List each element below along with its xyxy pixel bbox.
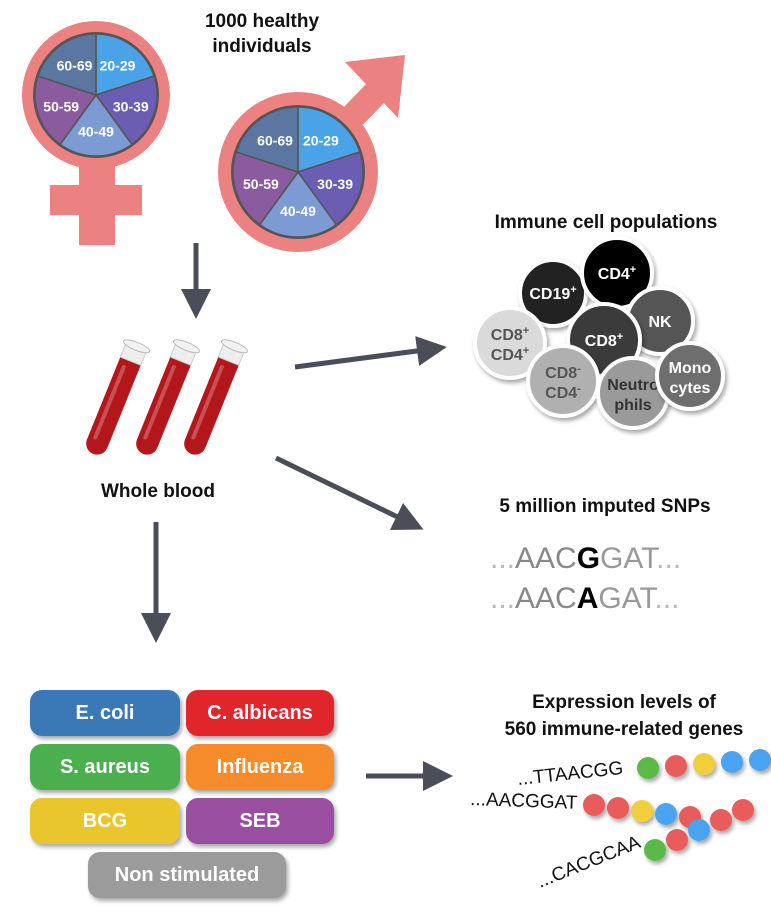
expression-bead-yellow (631, 800, 653, 822)
snp-sequence-2: ...AACAGAT... (490, 582, 680, 615)
cell-label: CD8- (545, 363, 581, 382)
pie-slice-40-49 (59, 93, 133, 157)
bead-chain-1 (637, 749, 771, 779)
age-label: 50-59 (43, 98, 79, 114)
cell-label: cytes (670, 380, 711, 397)
cohort-title-line2: individuals (212, 36, 311, 57)
expression-bead-green (637, 757, 659, 779)
cell-label: CD4+ (598, 264, 636, 283)
expression-bead-red (732, 799, 754, 821)
blood-tube-icon (136, 339, 201, 455)
cell-cd8cd4: CD8+CD4+ (473, 306, 547, 380)
flow-arrows (141, 243, 453, 791)
female-age-pie: 20-29 30-39 40-49 50-59 60-69 (34, 33, 158, 157)
cell-label: phils (614, 397, 651, 414)
expression-title-line1: Expression levels of (532, 692, 716, 713)
expression-title-line2: 560 immune-related genes (505, 719, 744, 740)
expression-bead-blue (655, 803, 677, 825)
pie-slice-50-59 (232, 150, 300, 226)
cell-nk: NK (625, 286, 695, 356)
expression-bead-red (666, 829, 688, 851)
expression-bead-yellow (693, 753, 715, 775)
stimulus-e-coli: E. coli (30, 690, 180, 736)
cell-label: CD4- (545, 383, 581, 402)
bead-chain-2 (583, 794, 701, 828)
age-label: 40-49 (78, 124, 114, 140)
expression-bead-green (644, 839, 666, 861)
snps-title: 5 million imputed SNPs (499, 496, 710, 517)
cell-label: NK (648, 314, 672, 331)
stimulus-c-albicans: C. albicans (186, 690, 334, 736)
cell-label: CD8+ (491, 325, 529, 344)
bead-chain-3 (644, 799, 754, 861)
gene-strand-1: ...TTAACGG (516, 758, 624, 790)
stimulus-non-stimulated: Non stimulated (88, 852, 286, 898)
age-label: 20-29 (303, 132, 339, 148)
blood-tube-icon (86, 339, 151, 455)
gene-strand-2: ...AACGGAT (470, 789, 578, 814)
age-label: 40-49 (280, 203, 316, 219)
expression-bead-red (710, 809, 732, 831)
cell-cd4: CD4+ (580, 236, 654, 310)
arrow-blood-to-snps (274, 455, 424, 530)
age-label: 60-69 (57, 57, 93, 73)
expression-bead-red (607, 797, 629, 819)
cell-cd19: CD19+ (518, 258, 588, 328)
blood-tubes-icon (86, 339, 249, 455)
snp-sequences: ...AACGGAT... ...AACAGAT... (490, 542, 681, 615)
age-label: 30-39 (317, 176, 353, 192)
pie-slice-20-29 (297, 106, 361, 174)
cells-title: Immune cell populations (495, 212, 718, 233)
cell-label: CD19+ (529, 284, 576, 303)
expression-bead-blue (749, 749, 771, 771)
expression-bead-red (665, 755, 687, 777)
blood-label: Whole blood (101, 481, 215, 502)
cohort-title-line1: 1000 healthy (205, 11, 319, 32)
expression-beads (583, 749, 771, 861)
stimulus-bcg: BCG (30, 798, 180, 844)
expression-bead-blue (688, 819, 710, 841)
cell-monocytes: Mono cytes (655, 341, 725, 411)
cell-cd8cd4: CD8-CD4- (526, 344, 600, 418)
blood-tube-icon (184, 339, 249, 455)
cell-label: CD8+ (585, 331, 623, 350)
pie-slice-40-49 (258, 170, 338, 238)
cell-label: Neutro (607, 377, 659, 394)
stimulus-seb: SEB (186, 798, 334, 844)
female-symbol-icon: 20-29 30-39 40-49 50-59 60-69 (22, 21, 170, 245)
pie-slice-50-59 (34, 75, 98, 146)
pie-slice-60-69 (235, 106, 299, 174)
pie-slice-30-39 (94, 75, 158, 146)
stimulus-s-aureus: S. aureus (30, 744, 180, 790)
stimulus-influenza: Influenza (186, 744, 334, 790)
expression-bead-red (583, 794, 605, 816)
age-label: 20-29 (100, 57, 136, 73)
age-label: 30-39 (113, 98, 149, 114)
arrow-blood-to-cells (294, 336, 447, 370)
pie-slice-60-69 (37, 33, 97, 97)
cell-neutrophils: Neutro phils (596, 356, 670, 430)
age-label: 60-69 (257, 132, 293, 148)
cell-label: CD4+ (491, 345, 529, 364)
pie-slice-20-29 (95, 33, 155, 97)
gene-strand-3: ...CACGCAA (534, 832, 644, 893)
snp-sequence-1: ...AACGGAT... (490, 542, 681, 575)
cell-label: Mono (669, 360, 712, 377)
expression-bead-blue (721, 751, 743, 773)
pie-slice-30-39 (296, 150, 364, 226)
age-label: 50-59 (243, 176, 279, 192)
